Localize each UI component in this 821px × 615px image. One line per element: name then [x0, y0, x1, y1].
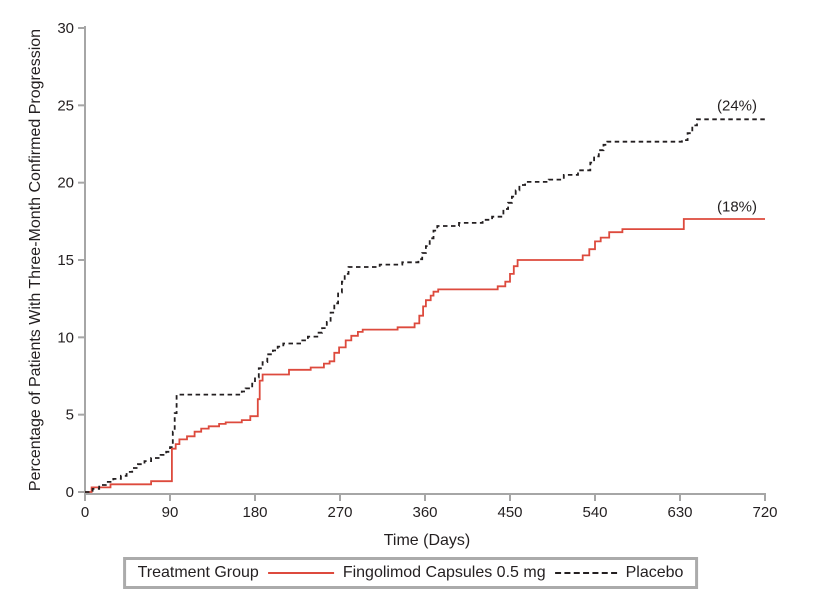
x-tick-label: 0 — [81, 504, 89, 521]
x-tick-label: 360 — [412, 504, 437, 521]
x-tick-label: 630 — [667, 504, 692, 521]
legend-title: Treatment Group — [137, 564, 259, 581]
x-tick-label: 270 — [327, 504, 352, 521]
x-tick-label: 720 — [752, 504, 777, 521]
series-line-placebo — [85, 118, 765, 493]
y-tick-label: 15 — [57, 252, 74, 269]
legend-label-placebo: Placebo — [625, 564, 684, 581]
y-tick-label: 30 — [57, 20, 74, 37]
x-axis-title: Time (Days) — [383, 532, 471, 549]
y-axis-title: Percentage of Patients With Three-Month … — [27, 28, 44, 492]
fingolimod-end-annotation: (18%) — [716, 198, 758, 216]
series-line-fingolimod — [85, 218, 765, 493]
y-tick-label: 5 — [66, 407, 74, 424]
x-tick-label: 180 — [242, 504, 267, 521]
legend-label-fingolimod: Fingolimod Capsules 0.5 mg — [342, 564, 546, 581]
x-tick-label: 90 — [162, 504, 179, 521]
y-tick-label: 0 — [66, 484, 74, 501]
x-tick-label: 540 — [582, 504, 607, 521]
placebo-end-annotation: (24%) — [716, 97, 758, 115]
y-tick-label: 20 — [57, 175, 74, 192]
legend-box: Treatment Group Fingolimod Capsules 0.5 … — [122, 557, 699, 589]
y-tick-label: 25 — [57, 97, 74, 114]
fingolimod-line-icon — [267, 572, 334, 574]
placebo-dashed-line-icon — [554, 572, 617, 574]
y-tick-label: 10 — [57, 329, 74, 346]
x-tick-label: 450 — [497, 504, 522, 521]
